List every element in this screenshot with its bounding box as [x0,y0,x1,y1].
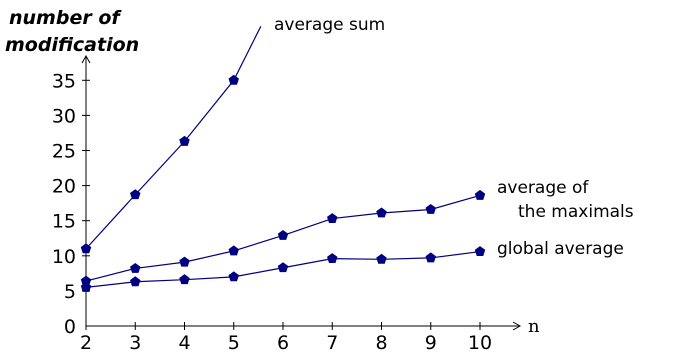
series-label-1: average sum [274,15,385,35]
axes [81,54,522,331]
y-tick-label: 5 [64,281,76,303]
data-point [179,274,190,285]
y-tick-label: 20 [52,176,76,198]
y-tick-label: 0 [64,316,76,338]
data-point [277,229,289,240]
y-axis-title-line-1: number of [9,7,122,29]
x-tick-label: 8 [375,332,387,354]
series-line-1 [85,25,262,250]
data-point [80,275,92,286]
data-point [327,213,338,224]
y-tick-label: 35 [52,70,76,92]
series-lines [85,25,481,288]
markers [80,74,486,292]
series-labels: average sum average of the maximals global … [274,15,634,259]
data-point [425,252,436,263]
data-point [80,281,92,292]
data-point [376,207,387,218]
x-tick-label: 7 [326,332,338,354]
x-tick-label: 6 [277,332,289,354]
x-tick-label: 10 [468,332,492,354]
x-tick-label: 2 [80,332,92,354]
data-point [277,262,289,273]
y-tick-label: 25 [52,141,76,163]
data-point [130,189,141,200]
y-tick-label: 15 [52,211,76,233]
series-label-2: average of [497,178,589,198]
data-point [228,74,239,85]
data-point [80,243,92,254]
data-point [179,256,190,267]
y-axis-arrow [81,54,91,64]
x-axis-title: n [528,316,540,337]
data-point [228,245,239,256]
data-point [327,253,338,264]
x-tick-label: 9 [425,332,437,354]
y-tick-label: 30 [52,105,76,127]
data-point [130,276,141,287]
data-point [474,246,486,257]
series-label-2: the maximals [518,202,634,222]
data-point [179,135,190,146]
data-point [376,253,387,264]
series-label-3: global average [497,239,624,259]
data-point [474,189,486,200]
data-point [228,271,239,282]
y-axis-title-line-2: modification [5,34,139,56]
x-tick-label: 3 [129,332,141,354]
x-tick-label: 4 [178,332,190,354]
x-tick-label: 5 [228,332,240,354]
x-axis-arrow [512,321,522,331]
y-tick-label: 10 [52,246,76,268]
data-point [130,262,141,273]
data-point [425,203,436,214]
ticks: 0 5 10 15 20 25 30 35 2 3 4 5 6 7 8 9 10 [52,70,492,354]
